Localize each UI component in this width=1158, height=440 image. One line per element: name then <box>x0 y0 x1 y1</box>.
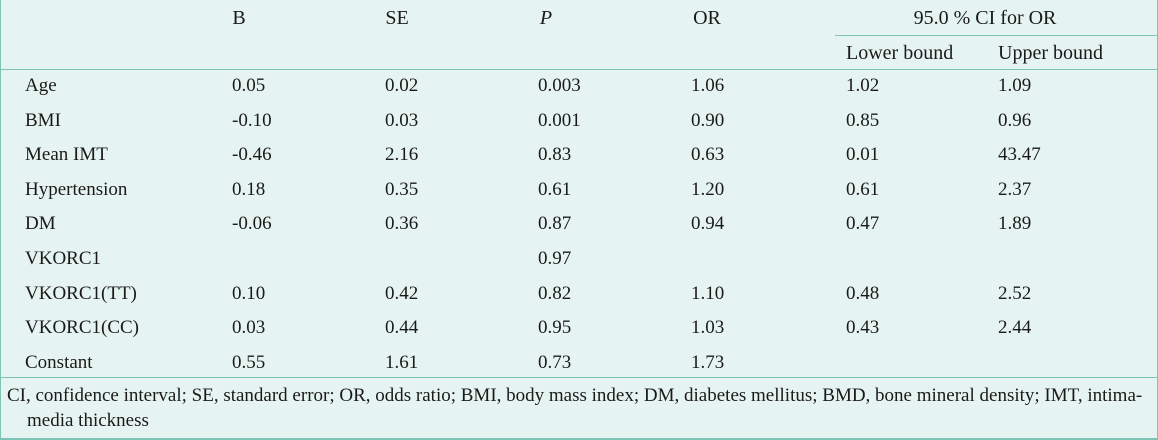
table-row: VKORC1(TT) 0.10 0.42 0.82 1.10 0.48 2.52 <box>1 277 1157 312</box>
cell-b: 0.18 <box>232 178 266 200</box>
header-lower-bound: Lower bound <box>846 42 954 64</box>
cell-se: 1.61 <box>385 351 419 373</box>
cell-b: -0.10 <box>232 109 272 131</box>
cell-upper: 2.52 <box>998 282 1032 304</box>
table-header: B SE P OR 95.0 % CI for OR Lower bound U… <box>1 0 1157 70</box>
cell-lower: 0.47 <box>846 213 880 235</box>
cell-lower: 0.61 <box>846 178 880 200</box>
header-or: OR <box>693 7 721 29</box>
cell-upper: 0.96 <box>998 109 1032 131</box>
cell-or: 1.03 <box>691 317 725 339</box>
table-row: Constant 0.55 1.61 0.73 1.73 <box>1 346 1157 381</box>
cell-upper: 43.47 <box>998 144 1041 166</box>
cell-lower: 1.02 <box>846 75 880 96</box>
cell-p: 0.003 <box>538 75 581 96</box>
cell-lower: 0.85 <box>846 109 880 131</box>
cell-p: 0.61 <box>538 178 572 200</box>
cell-or: 1.10 <box>691 282 725 304</box>
cell-p: 0.97 <box>538 247 572 269</box>
cell-b: 0.55 <box>232 351 266 373</box>
cell-or: 1.20 <box>691 178 725 200</box>
row-label: Constant <box>25 351 93 373</box>
cell-se: 0.44 <box>385 317 419 339</box>
row-label: VKORC1(CC) <box>25 317 140 339</box>
cell-lower: 0.01 <box>846 144 880 166</box>
footnote-text: CI, confidence interval; SE, standard er… <box>7 385 1143 431</box>
row-label: Age <box>25 75 57 96</box>
row-label: DM <box>25 213 56 235</box>
cell-or: 0.94 <box>691 213 725 235</box>
cell-p: 0.73 <box>538 351 572 373</box>
cell-lower: 0.43 <box>846 317 880 339</box>
table-footnote: CI, confidence interval; SE, standard er… <box>1 377 1157 439</box>
row-label: BMI <box>25 109 61 131</box>
cell-se: 0.03 <box>385 109 419 131</box>
header-upper-bound: Upper bound <box>998 42 1103 64</box>
table-row: Hypertension 0.18 0.35 0.61 1.20 0.61 2.… <box>1 173 1157 208</box>
header-ci: 95.0 % CI for OR <box>913 7 1057 29</box>
cell-se: 0.35 <box>385 178 419 200</box>
cell-upper: 2.44 <box>998 317 1032 339</box>
cell-se: 0.36 <box>385 213 419 235</box>
row-label: VKORC1 <box>25 247 102 269</box>
table-row: Age 0.05 0.02 0.003 1.06 1.02 1.09 <box>1 69 1157 104</box>
table-row: BMI -0.10 0.03 0.001 0.90 0.85 0.96 <box>1 104 1157 139</box>
cell-or: 1.06 <box>691 75 725 96</box>
cell-p: 0.001 <box>538 109 581 131</box>
cell-b: 0.10 <box>232 282 266 304</box>
cell-b: 0.03 <box>232 317 266 339</box>
cell-p: 0.95 <box>538 317 572 339</box>
header-b: B <box>232 7 246 29</box>
cell-upper: 1.09 <box>998 75 1032 96</box>
table-row: DM -0.06 0.36 0.87 0.94 0.47 1.89 <box>1 207 1157 242</box>
cell-p: 0.82 <box>538 282 572 304</box>
cell-se: 0.42 <box>385 282 419 304</box>
header-se: SE <box>385 7 409 29</box>
ci-divider <box>835 35 1157 36</box>
cell-upper: 2.37 <box>998 178 1032 200</box>
cell-b: -0.46 <box>232 144 272 166</box>
cell-p: 0.83 <box>538 144 572 166</box>
cell-b: 0.05 <box>232 75 266 96</box>
cell-se: 0.02 <box>385 75 419 96</box>
header-p: P <box>539 7 553 29</box>
row-label: Hypertension <box>25 178 128 200</box>
cell-or: 0.90 <box>691 109 725 131</box>
cell-lower: 0.48 <box>846 282 880 304</box>
cell-or: 0.63 <box>691 144 725 166</box>
table-row: Mean IMT -0.46 2.16 0.83 0.63 0.01 43.47 <box>1 138 1157 173</box>
table-row: VKORC1(CC) 0.03 0.44 0.95 1.03 0.43 2.44 <box>1 311 1157 346</box>
row-label: VKORC1(TT) <box>25 282 137 304</box>
cell-se: 2.16 <box>385 144 419 166</box>
table-body: Age 0.05 0.02 0.003 1.06 1.02 1.09 BMI -… <box>1 69 1157 380</box>
row-label: Mean IMT <box>25 144 108 166</box>
cell-or: 1.73 <box>691 351 725 373</box>
cell-upper: 1.89 <box>998 213 1032 235</box>
table-row: VKORC1 0.97 <box>1 242 1157 277</box>
cell-b: -0.06 <box>232 213 272 235</box>
cell-p: 0.87 <box>538 213 572 235</box>
